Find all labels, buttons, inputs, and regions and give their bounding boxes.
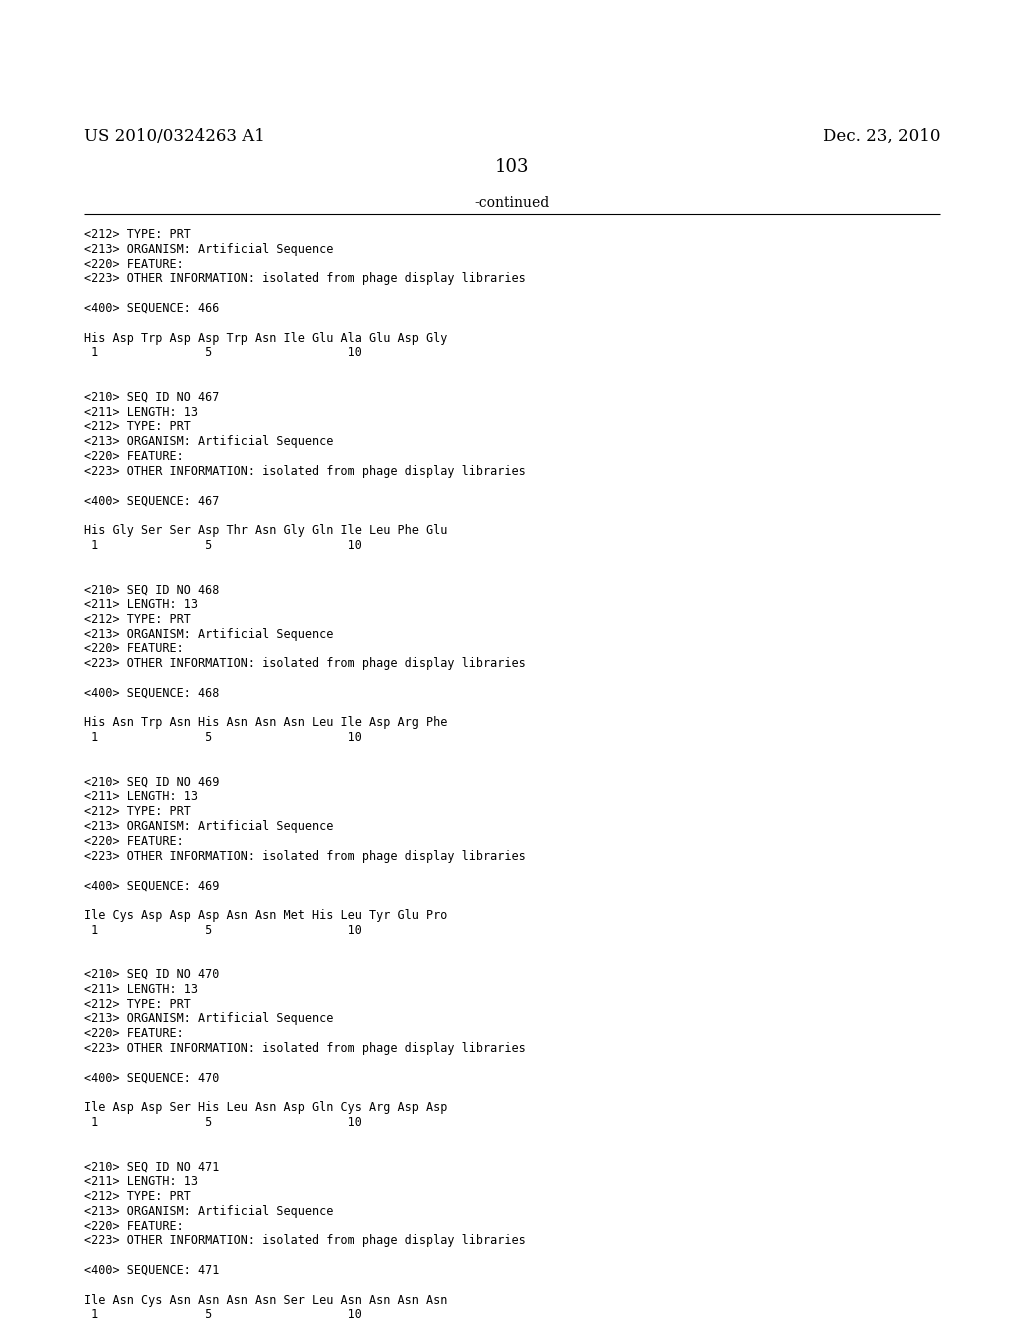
Text: <223> OTHER INFORMATION: isolated from phage display libraries: <223> OTHER INFORMATION: isolated from p… (84, 657, 525, 671)
Text: <210> SEQ ID NO 469: <210> SEQ ID NO 469 (84, 776, 219, 788)
Text: 1               5                   10: 1 5 10 (84, 539, 361, 552)
Text: 103: 103 (495, 158, 529, 176)
Text: <212> TYPE: PRT: <212> TYPE: PRT (84, 805, 190, 818)
Text: Ile Asp Asp Ser His Leu Asn Asp Gln Cys Arg Asp Asp: Ile Asp Asp Ser His Leu Asn Asp Gln Cys … (84, 1101, 447, 1114)
Text: His Asp Trp Asp Asp Trp Asn Ile Glu Ala Glu Asp Gly: His Asp Trp Asp Asp Trp Asn Ile Glu Ala … (84, 331, 447, 345)
Text: <212> TYPE: PRT: <212> TYPE: PRT (84, 228, 190, 242)
Text: <223> OTHER INFORMATION: isolated from phage display libraries: <223> OTHER INFORMATION: isolated from p… (84, 465, 525, 478)
Text: <400> SEQUENCE: 467: <400> SEQUENCE: 467 (84, 495, 219, 507)
Text: <400> SEQUENCE: 468: <400> SEQUENCE: 468 (84, 686, 219, 700)
Text: Dec. 23, 2010: Dec. 23, 2010 (822, 128, 940, 145)
Text: Ile Asn Cys Asn Asn Asn Asn Ser Leu Asn Asn Asn Asn: Ile Asn Cys Asn Asn Asn Asn Ser Leu Asn … (84, 1294, 447, 1307)
Text: US 2010/0324263 A1: US 2010/0324263 A1 (84, 128, 265, 145)
Text: <212> TYPE: PRT: <212> TYPE: PRT (84, 612, 190, 626)
Text: <220> FEATURE:: <220> FEATURE: (84, 834, 183, 847)
Text: <220> FEATURE:: <220> FEATURE: (84, 257, 183, 271)
Text: <210> SEQ ID NO 468: <210> SEQ ID NO 468 (84, 583, 219, 597)
Text: <223> OTHER INFORMATION: isolated from phage display libraries: <223> OTHER INFORMATION: isolated from p… (84, 1041, 525, 1055)
Text: <212> TYPE: PRT: <212> TYPE: PRT (84, 1191, 190, 1203)
Text: 1               5                   10: 1 5 10 (84, 346, 361, 359)
Text: <212> TYPE: PRT: <212> TYPE: PRT (84, 420, 190, 433)
Text: <211> LENGTH: 13: <211> LENGTH: 13 (84, 405, 198, 418)
Text: <213> ORGANISM: Artificial Sequence: <213> ORGANISM: Artificial Sequence (84, 627, 334, 640)
Text: <213> ORGANISM: Artificial Sequence: <213> ORGANISM: Artificial Sequence (84, 1012, 334, 1026)
Text: <213> ORGANISM: Artificial Sequence: <213> ORGANISM: Artificial Sequence (84, 436, 334, 449)
Text: 1               5                   10: 1 5 10 (84, 924, 361, 937)
Text: <223> OTHER INFORMATION: isolated from phage display libraries: <223> OTHER INFORMATION: isolated from p… (84, 850, 525, 862)
Text: <220> FEATURE:: <220> FEATURE: (84, 1220, 183, 1233)
Text: <400> SEQUENCE: 469: <400> SEQUENCE: 469 (84, 879, 219, 892)
Text: -continued: -continued (474, 195, 550, 210)
Text: <213> ORGANISM: Artificial Sequence: <213> ORGANISM: Artificial Sequence (84, 243, 334, 256)
Text: <220> FEATURE:: <220> FEATURE: (84, 1027, 183, 1040)
Text: <223> OTHER INFORMATION: isolated from phage display libraries: <223> OTHER INFORMATION: isolated from p… (84, 1234, 525, 1247)
Text: <220> FEATURE:: <220> FEATURE: (84, 450, 183, 463)
Text: <212> TYPE: PRT: <212> TYPE: PRT (84, 998, 190, 1011)
Text: Ile Cys Asp Asp Asp Asn Asn Met His Leu Tyr Glu Pro: Ile Cys Asp Asp Asp Asn Asn Met His Leu … (84, 908, 447, 921)
Text: <210> SEQ ID NO 471: <210> SEQ ID NO 471 (84, 1160, 219, 1173)
Text: <400> SEQUENCE: 471: <400> SEQUENCE: 471 (84, 1265, 219, 1276)
Text: 1               5                   10: 1 5 10 (84, 1308, 361, 1320)
Text: His Asn Trp Asn His Asn Asn Asn Leu Ile Asp Arg Phe: His Asn Trp Asn His Asn Asn Asn Leu Ile … (84, 717, 447, 730)
Text: <400> SEQUENCE: 470: <400> SEQUENCE: 470 (84, 1072, 219, 1085)
Text: <211> LENGTH: 13: <211> LENGTH: 13 (84, 1175, 198, 1188)
Text: <211> LENGTH: 13: <211> LENGTH: 13 (84, 598, 198, 611)
Text: 1               5                   10: 1 5 10 (84, 731, 361, 744)
Text: <400> SEQUENCE: 466: <400> SEQUENCE: 466 (84, 302, 219, 315)
Text: <211> LENGTH: 13: <211> LENGTH: 13 (84, 791, 198, 804)
Text: <213> ORGANISM: Artificial Sequence: <213> ORGANISM: Artificial Sequence (84, 1205, 334, 1218)
Text: <213> ORGANISM: Artificial Sequence: <213> ORGANISM: Artificial Sequence (84, 820, 334, 833)
Text: <220> FEATURE:: <220> FEATURE: (84, 643, 183, 656)
Text: <211> LENGTH: 13: <211> LENGTH: 13 (84, 983, 198, 995)
Text: His Gly Ser Ser Asp Thr Asn Gly Gln Ile Leu Phe Glu: His Gly Ser Ser Asp Thr Asn Gly Gln Ile … (84, 524, 447, 537)
Text: <210> SEQ ID NO 470: <210> SEQ ID NO 470 (84, 968, 219, 981)
Text: <210> SEQ ID NO 467: <210> SEQ ID NO 467 (84, 391, 219, 404)
Text: 1               5                   10: 1 5 10 (84, 1115, 361, 1129)
Text: <223> OTHER INFORMATION: isolated from phage display libraries: <223> OTHER INFORMATION: isolated from p… (84, 272, 525, 285)
